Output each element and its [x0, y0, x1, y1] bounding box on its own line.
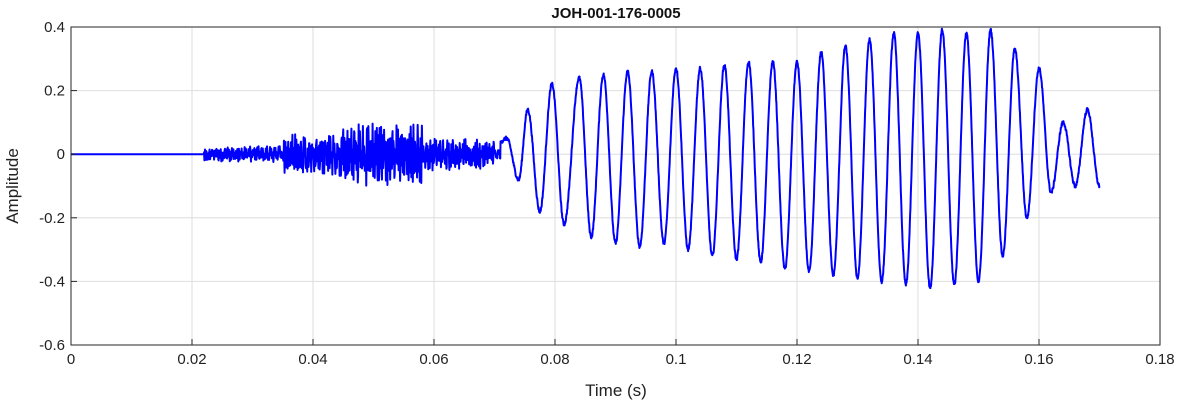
y-tick-label: 0	[57, 146, 65, 163]
plot-frame	[70, 26, 1161, 346]
series-line	[70, 27, 1101, 290]
y-tick-label: 0.2	[44, 83, 65, 100]
y-tick-label: 0.4	[44, 19, 65, 36]
x-axis-label: Time (s)	[585, 381, 647, 400]
grid	[70, 26, 1161, 346]
series-group	[70, 27, 1101, 290]
x-tick-label: 0.14	[903, 351, 932, 368]
x-tick-label: 0.12	[782, 351, 811, 368]
x-tick-label: 0.18	[1145, 351, 1174, 368]
x-tick-label: 0.02	[177, 351, 206, 368]
x-tick-label: 0.16	[1024, 351, 1053, 368]
y-tick-label: -0.4	[39, 273, 65, 290]
chart-title: JOH-001-176-0005	[551, 5, 680, 22]
y-axis-label: Amplitude	[3, 148, 22, 224]
y-tick-label: -0.6	[39, 337, 65, 354]
x-tick-label: 0.04	[298, 351, 327, 368]
x-axis: 0 0.02 0.04 0.06 0.08 0.1 0.12 0.14 0.16 0.18	[67, 339, 1175, 368]
y-axis: -0.6 -0.4 -0.2 0 0.2 0.4	[39, 19, 77, 354]
y-tick-label: -0.2	[39, 210, 65, 227]
x-tick-label: 0.08	[540, 351, 569, 368]
x-tick-label: 0.1	[666, 351, 687, 368]
x-tick-label: 0.06	[419, 351, 448, 368]
x-tick-label: 0	[67, 351, 75, 368]
